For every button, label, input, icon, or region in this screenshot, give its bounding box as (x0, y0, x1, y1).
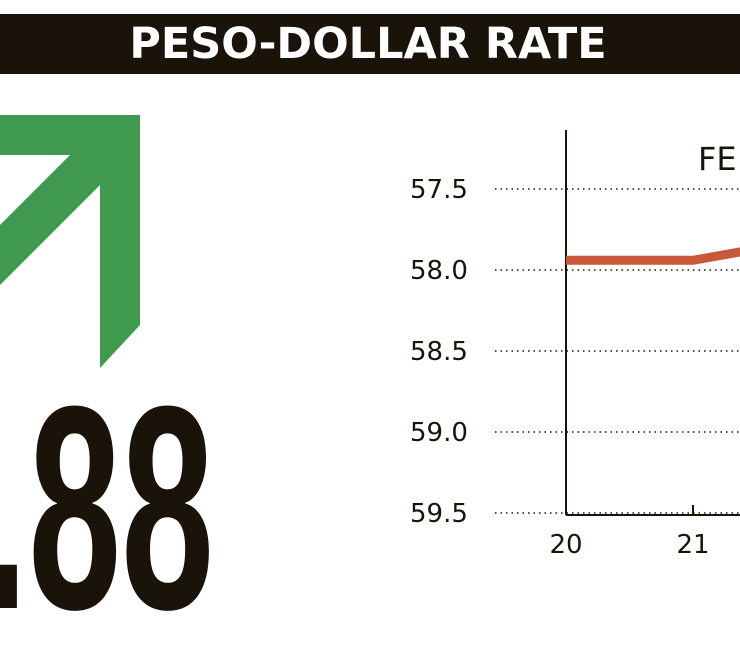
y-tick-label: 59.0 (410, 418, 468, 448)
header-bar: PESO-DOLLAR RATE (0, 14, 740, 74)
y-tick-label: 57.5 (410, 175, 468, 205)
line-chart: FE 57.5 58.0 58.5 59.0 59.5 20 21 (410, 130, 740, 560)
series-line (566, 247, 740, 265)
y-tick-label: 59.5 (410, 499, 468, 529)
x-tick-label: 20 (549, 530, 582, 560)
y-tick-label: 58.0 (410, 256, 468, 286)
y-tick-label: 58.5 (410, 337, 468, 367)
page-title: PESO-DOLLAR RATE (129, 19, 607, 69)
arrow-up-right-icon (0, 115, 140, 368)
month-label: FE (698, 140, 737, 178)
rate-value: .88 (0, 346, 214, 654)
x-tick-label: 21 (676, 530, 709, 560)
